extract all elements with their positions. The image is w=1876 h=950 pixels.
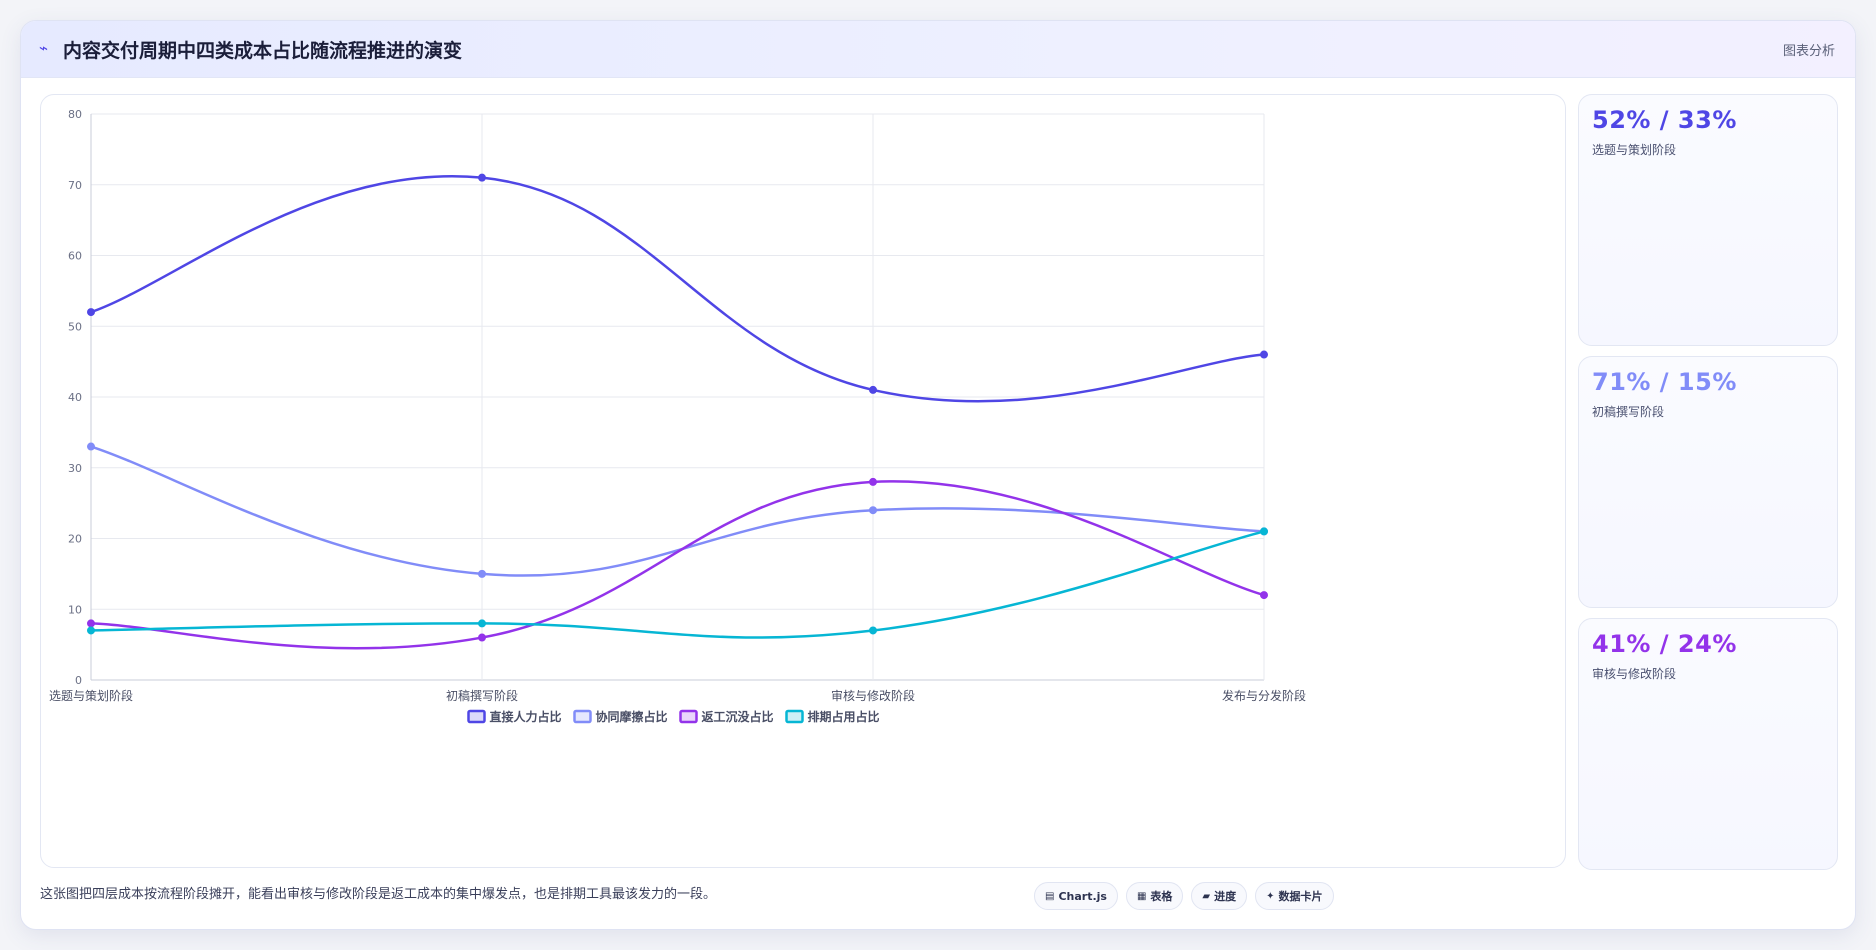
x-tick-label: 审核与修改阶段: [831, 688, 915, 703]
y-tick-label: 50: [68, 320, 82, 333]
chart-card: ⌁ 内容交付周期中四类成本占比随流程推进的演变 图表分析 0 10 20 30 40 50…: [20, 20, 1856, 930]
card-header: ⌁ 内容交付周期中四类成本占比随流程推进的演变 图表分析: [21, 21, 1855, 78]
stat-card-label: 审核与修改阶段: [1592, 667, 1677, 681]
legend-swatch: [679, 709, 698, 724]
y-tick-label: 60: [68, 250, 82, 263]
series-line-2: [90, 445, 1265, 577]
series-line-1: [90, 175, 1265, 403]
chip-progress[interactable]: ▰ 进度: [1191, 882, 1248, 910]
chip-table[interactable]: ▦ 表格: [1125, 882, 1184, 910]
table-icon: ▦: [1136, 890, 1147, 902]
legend-swatch: [573, 709, 592, 724]
data-point: [87, 308, 95, 317]
legend-label: 直接人力占比: [490, 709, 562, 724]
data-point: [869, 626, 877, 635]
series-line-4: [90, 530, 1265, 639]
footer-note: 这张图把四层成本按流程阶段摊开，能看出审核与修改阶段是返工成本的集中爆发点，也是…: [40, 887, 717, 902]
chart-analysis-tag: 图表分析: [1782, 44, 1835, 59]
y-tick-label: 30: [68, 462, 82, 475]
stat-card-2: 71% / 15% 初稿撰写阶段: [1578, 356, 1838, 608]
x-tick-label: 初稿撰写阶段: [446, 688, 518, 703]
data-point: [869, 506, 877, 515]
legend-swatch: [785, 709, 804, 724]
legend-label: 返工沉没占比: [702, 709, 774, 724]
chip-datacard[interactable]: ✦ 数据卡片: [1255, 882, 1334, 910]
stat-card-value: 52% / 33%: [1592, 106, 1737, 134]
data-point: [478, 619, 486, 628]
datacard-icon: ✦: [1266, 890, 1275, 902]
line-chart: 0 10 20 30 40 50 60 70 80 选题与策划阶段 初稿撰写阶段 审核与修改阶段 发布与…: [49, 108, 1306, 724]
data-point: [869, 477, 877, 486]
legend-swatch: [467, 709, 486, 724]
chip-label: Chart.js: [1058, 889, 1107, 903]
chip-label: 表格: [1150, 890, 1173, 903]
data-point: [1260, 527, 1268, 536]
data-point: [87, 626, 95, 635]
legend-label: 协同摩擦占比: [596, 709, 668, 724]
tool-chips: ▤ Chart.js ▦ 表格 ▰ 进度 ✦ 数据卡片: [1034, 882, 1334, 910]
y-tick-label: 70: [68, 179, 82, 192]
chart-icon: ▤: [1045, 890, 1055, 902]
y-tick-label: 20: [68, 533, 82, 546]
data-point: [87, 442, 95, 451]
data-point: [1260, 591, 1268, 600]
y-tick-label: 0: [75, 674, 82, 687]
data-point: [869, 385, 877, 394]
page-title: 内容交付周期中四类成本占比随流程推进的演变: [63, 40, 463, 62]
chip-label: 数据卡片: [1278, 890, 1323, 903]
data-point: [478, 173, 486, 182]
stat-card-value: 41% / 24%: [1592, 630, 1737, 658]
legend-label: 排期占用占比: [808, 709, 880, 724]
y-tick-label: 10: [68, 603, 82, 616]
chart-panel: 0 10 20 30 40 50 60 70 80 选题与策划阶段 初稿撰写阶段 审核与修改阶段 发布与…: [40, 94, 1566, 868]
progress-icon: ▰: [1202, 890, 1211, 902]
chip-label: 进度: [1214, 890, 1237, 903]
stat-card-3: 41% / 24% 审核与修改阶段: [1578, 618, 1838, 870]
stat-card-label: 初稿撰写阶段: [1592, 405, 1665, 419]
data-point: [478, 633, 486, 642]
y-tick-label: 80: [68, 108, 82, 121]
data-point: [478, 569, 486, 578]
stat-card-label: 选题与策划阶段: [1592, 143, 1677, 157]
chip-chartjs[interactable]: ▤ Chart.js: [1034, 882, 1118, 910]
sparkle-icon: ⌁: [39, 39, 49, 57]
data-point: [87, 619, 95, 628]
x-tick-label: 发布与分发阶段: [1222, 688, 1306, 703]
data-point: [1260, 350, 1268, 359]
x-tick-label: 选题与策划阶段: [49, 688, 133, 703]
stat-card-value: 71% / 15%: [1592, 368, 1737, 396]
series-line-3: [90, 480, 1265, 650]
y-tick-label: 40: [68, 391, 82, 404]
stat-card-1: 52% / 33% 选题与策划阶段: [1578, 94, 1838, 346]
